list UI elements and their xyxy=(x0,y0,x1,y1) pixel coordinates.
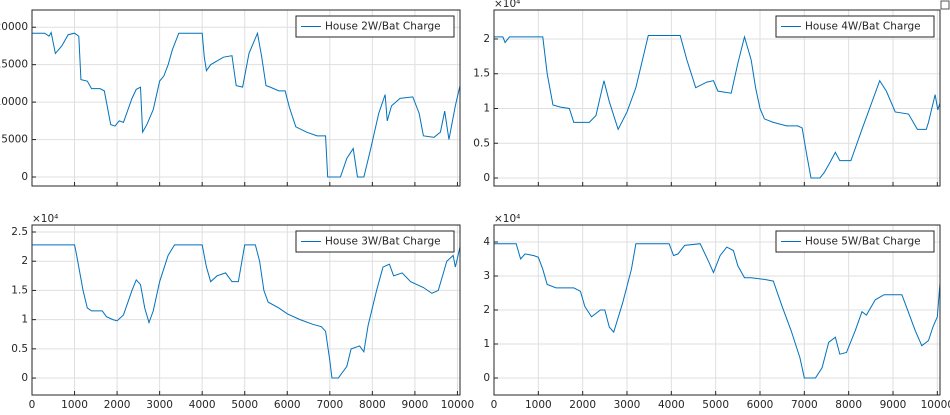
x-tick-label: 2000 xyxy=(569,399,596,411)
x-tick-label: 8000 xyxy=(835,399,862,411)
x-tick-label: 5000 xyxy=(231,399,258,411)
y-exponent: ×10⁴ xyxy=(494,213,520,225)
data-line xyxy=(494,243,941,379)
y-tick-label: 0 xyxy=(21,372,28,384)
legend-box xyxy=(295,230,455,253)
legend-box xyxy=(775,230,935,253)
plot-border xyxy=(493,224,941,396)
plot-area xyxy=(32,225,460,395)
x-tick-label: 2000 xyxy=(104,399,131,411)
y-tick-label: 10000 xyxy=(0,96,28,108)
y-tick-label: 1.5 xyxy=(11,284,28,296)
x-tick-label: 5000 xyxy=(702,399,729,411)
legend-label: House 4W/Bat Charge xyxy=(805,21,921,33)
x-tick-label: 4000 xyxy=(189,399,216,411)
x-tick-label: 9000 xyxy=(402,399,429,411)
x-tick-label: 0 xyxy=(29,399,36,411)
x-tick-label: 4000 xyxy=(658,399,685,411)
x-tick-label: 9000 xyxy=(880,399,907,411)
x-tick-label: 7000 xyxy=(791,399,818,411)
y-tick-label: 1 xyxy=(483,102,490,114)
y-tick-label: 0.5 xyxy=(11,343,28,355)
y-tick-label: 4 xyxy=(483,236,490,248)
y-exponent: ×10⁴ xyxy=(32,213,58,225)
data-line xyxy=(32,31,461,178)
y-tick-label: 1 xyxy=(21,314,28,326)
y-tick-label: 20000 xyxy=(0,21,28,33)
y-tick-label: 5000 xyxy=(1,134,28,146)
legend-box xyxy=(775,15,935,38)
plot-border xyxy=(31,9,461,187)
plot-border xyxy=(493,9,941,187)
y-exponent: ×10⁴ xyxy=(494,0,520,10)
x-tick-label: 1000 xyxy=(61,399,88,411)
y-tick-label: 0 xyxy=(483,172,490,184)
data-line xyxy=(494,34,941,179)
x-tick-label: 3000 xyxy=(146,399,173,411)
data-line xyxy=(32,244,461,379)
y-tick-label: 2 xyxy=(21,255,28,267)
legend-label: House 5W/Bat Charge xyxy=(805,236,921,248)
y-tick-label: 15000 xyxy=(0,59,28,71)
x-tick-label: 1000 xyxy=(525,399,552,411)
x-tick-label: 7000 xyxy=(316,399,343,411)
plot-area xyxy=(32,10,460,186)
window-icon[interactable] xyxy=(940,0,950,10)
legend-label: House 2W/Bat Charge xyxy=(325,21,441,33)
y-tick-label: 2 xyxy=(483,304,490,316)
y-tick-label: 0 xyxy=(21,171,28,183)
y-tick-label: 0 xyxy=(483,372,490,384)
x-tick-label: 8000 xyxy=(359,399,386,411)
legend-box xyxy=(295,15,455,38)
plot-border xyxy=(31,224,461,396)
y-tick-label: 2.5 xyxy=(11,226,28,238)
legend-label: House 3W/Bat Charge xyxy=(325,236,441,248)
x-tick-label: 10000 xyxy=(921,399,950,411)
x-tick-label: 6000 xyxy=(747,399,774,411)
y-tick-label: 1.5 xyxy=(473,68,490,80)
x-tick-label: 6000 xyxy=(274,399,301,411)
x-tick-label: 10000 xyxy=(441,399,474,411)
y-tick-label: 0.5 xyxy=(473,137,490,149)
y-tick-label: 2 xyxy=(483,33,490,45)
y-tick-label: 3 xyxy=(483,270,490,282)
x-tick-label: 3000 xyxy=(614,399,641,411)
y-tick-label: 1 xyxy=(483,338,490,350)
x-tick-label: 0 xyxy=(491,399,498,411)
